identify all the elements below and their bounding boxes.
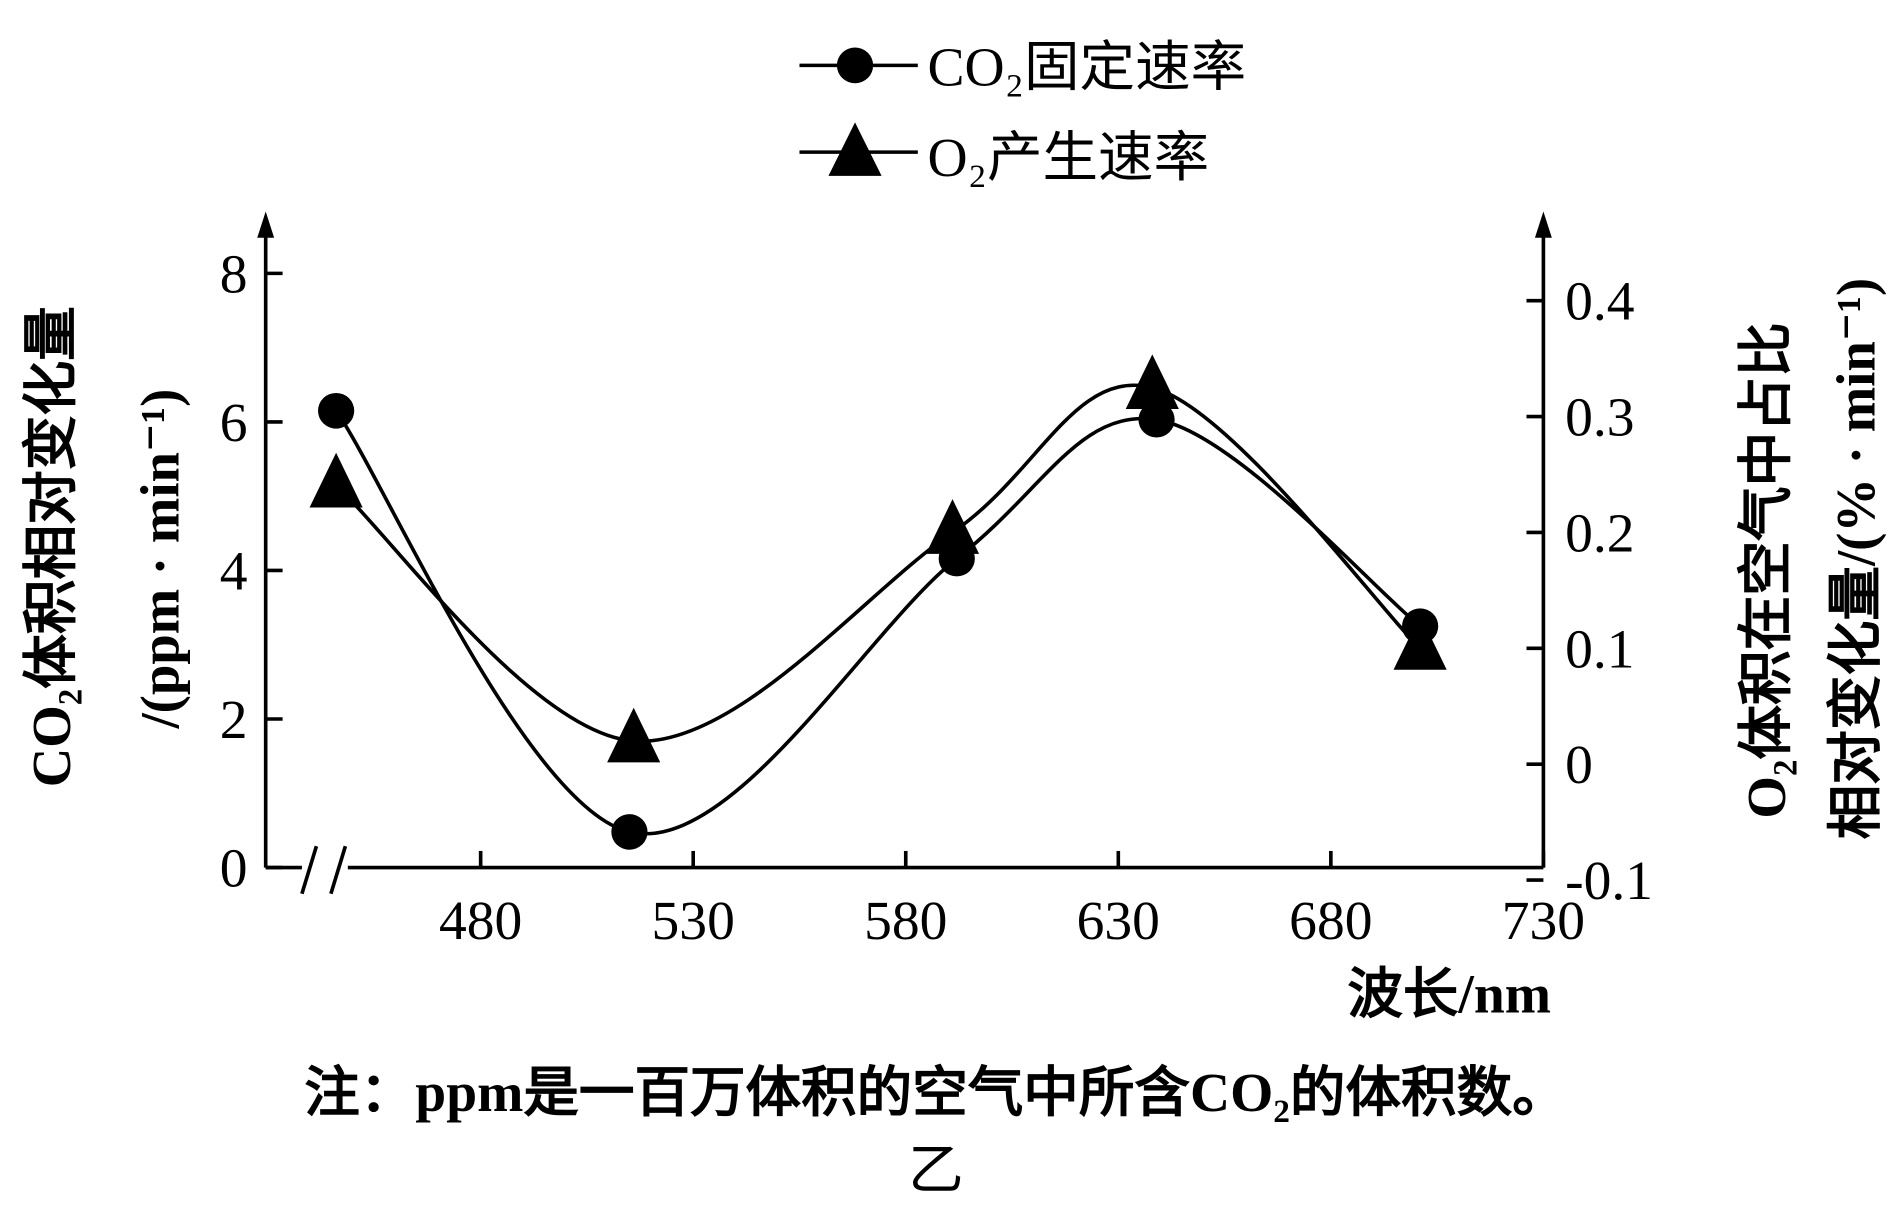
y-right-tick-label: 0.4 — [1565, 271, 1634, 332]
y-axis-right-label-1: O₂体积在空气中占比 — [1736, 322, 1797, 818]
legend: CO₂固定速率 O₂产生速率 — [799, 37, 1246, 188]
x-tick-label: 680 — [1289, 890, 1372, 951]
note: 注：ppm是一百万体积的空气中所含CO₂的体积数。 — [304, 1063, 1567, 1124]
y-axis-left-label-1: CO₂体积相对变化量 — [21, 306, 82, 787]
data-point-o2 — [607, 707, 661, 763]
y-left-tick-label: 8 — [220, 244, 248, 305]
legend-triangle-marker — [828, 122, 882, 176]
data-point-co2 — [318, 392, 355, 429]
axes — [257, 211, 1552, 895]
y-axis-right-label-2: 相对变化量/(% · min⁻¹) — [1825, 278, 1886, 840]
y-axis-right-arrow — [1534, 211, 1552, 238]
legend-label-o2: O₂产生速率 — [927, 127, 1209, 188]
data-point-o2 — [925, 499, 980, 554]
y-axis-left-label-2: /(ppm · min⁻¹) — [129, 389, 190, 730]
y-right-tick-label: 0.3 — [1565, 387, 1634, 448]
legend-label-co2: CO₂固定速率 — [927, 37, 1246, 98]
axis-break-2 — [329, 845, 348, 895]
x-tick-label: 580 — [864, 890, 947, 951]
figure-label: 乙 — [908, 1140, 964, 1201]
data-point-co2 — [611, 814, 648, 850]
x-tick-label: 630 — [1077, 890, 1160, 951]
data-point-o2 — [1393, 615, 1447, 670]
series-line-co2 — [334, 409, 1422, 836]
data-point-co2 — [1138, 401, 1175, 438]
y-left-tick-label: 0 — [220, 838, 248, 899]
legend-circle-marker — [836, 47, 874, 84]
y-right-tick-label: 0.2 — [1565, 503, 1634, 564]
y-right-tick-label: -0.1 — [1565, 850, 1653, 911]
x-axis-label: 波长/nm — [1347, 964, 1551, 1025]
x-tick-label: 480 — [439, 890, 522, 951]
data-point-o2 — [309, 452, 363, 508]
series-line-o2 — [334, 383, 1422, 743]
axis-break-1 — [300, 845, 319, 895]
x-tick-label: 530 — [652, 890, 735, 951]
y-right-tick-label: 0.1 — [1565, 619, 1634, 680]
data-point-o2 — [1125, 354, 1179, 409]
y-left-tick-label: 6 — [220, 392, 248, 453]
y-right-tick-label: 0 — [1565, 735, 1593, 796]
y-left-tick-label: 4 — [220, 541, 248, 602]
y-left-tick-label: 2 — [220, 689, 248, 750]
x-tick-label: 730 — [1502, 890, 1585, 951]
y-axis-left-arrow — [257, 211, 275, 238]
